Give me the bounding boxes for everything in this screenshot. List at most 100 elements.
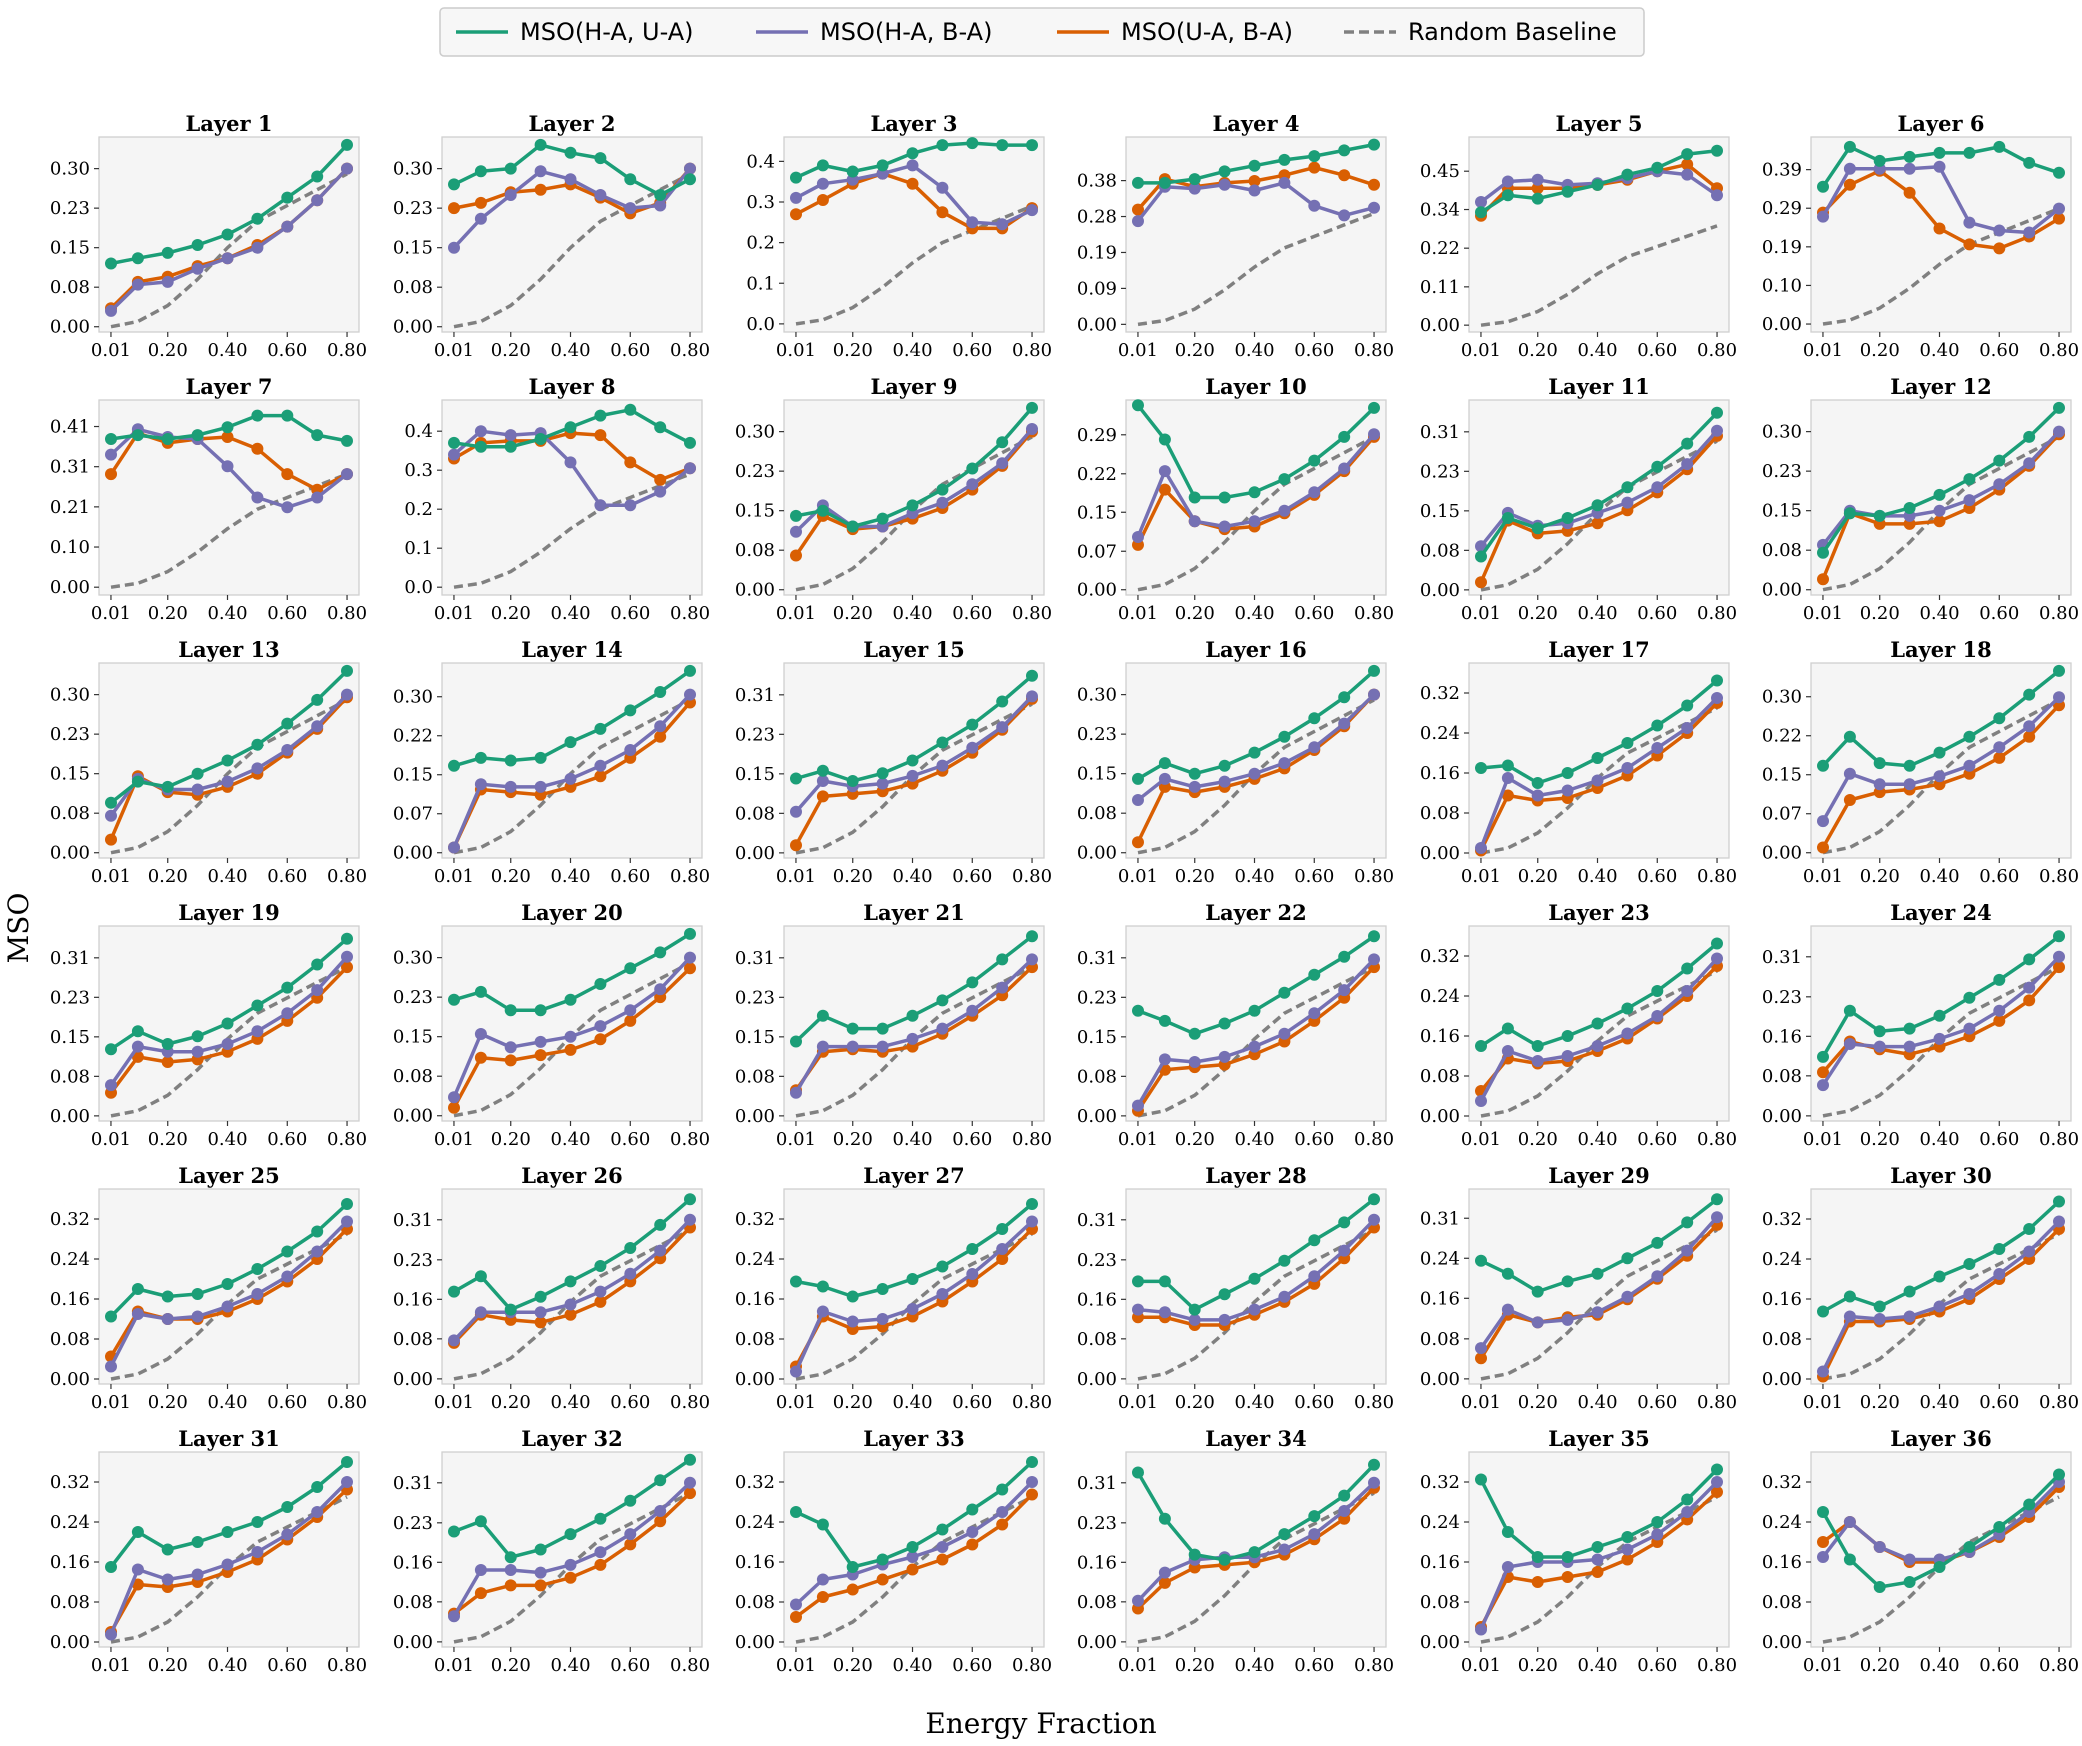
point-ha-ba: [281, 1007, 294, 1020]
point-ha-ba: [1278, 1543, 1291, 1556]
x-tick-label: 0.80: [327, 866, 367, 887]
point-ha-ba: [1475, 196, 1487, 208]
point-ha-ua: [191, 1288, 204, 1300]
y-tick-label: 0.24: [1762, 1512, 1802, 1533]
panel: Layer 35 0.00 0.08 0.16 0.24 0.32 0.01 0.20 0.40…: [1420, 1426, 1737, 1676]
x-tick-label: 0.40: [1234, 1655, 1274, 1676]
point-ha-ba: [1591, 1040, 1604, 1052]
point-ha-ua: [1621, 1002, 1634, 1015]
point-ha-ba: [1621, 1290, 1634, 1303]
point-ha-ba: [2053, 202, 2065, 215]
point-ha-ua: [564, 421, 577, 434]
panel-title: Layer 6: [1898, 111, 1985, 136]
point-ha-ua: [624, 704, 637, 717]
y-tick-label: 0.00: [1077, 314, 1117, 335]
point-ha-ba: [1903, 1040, 1916, 1053]
point-ha-ba: [251, 1546, 264, 1558]
point-ha-ba: [1188, 780, 1201, 793]
point-ha-ua: [504, 440, 517, 453]
point-ha-ba: [1218, 1313, 1231, 1326]
point-ha-ba: [1681, 168, 1694, 181]
point-ha-ua: [876, 767, 889, 780]
x-tick-label: 0.80: [1354, 340, 1394, 361]
y-tick-label: 0.31: [393, 1210, 433, 1231]
y-tick-label: 0.00: [50, 577, 90, 598]
point-ha-ba: [1218, 1050, 1231, 1063]
x-tick-label: 0.60: [1979, 1655, 2019, 1676]
y-tick-label: 0.16: [735, 1289, 775, 1310]
point-ua-ba: [1132, 836, 1144, 849]
point-ha-ba: [1531, 1055, 1544, 1067]
panel: Layer 26 0.00 0.08 0.16 0.23 0.31 0.01 0.20 0.40…: [393, 1163, 710, 1413]
point-ha-ua: [1248, 159, 1261, 172]
y-tick-label: 0.00: [735, 1632, 775, 1653]
point-ha-ba: [790, 1086, 802, 1099]
y-tick-label: 0.08: [1077, 1066, 1117, 1087]
point-ha-ua: [105, 1310, 117, 1323]
y-tick-label: 0.08: [735, 1592, 775, 1613]
point-ha-ba: [684, 162, 696, 175]
x-tick-label: 0.80: [327, 1655, 367, 1676]
y-tick-label: 0.31: [1077, 948, 1117, 969]
point-ha-ua: [534, 1543, 547, 1556]
point-ha-ua: [1531, 522, 1544, 535]
point-ha-ua: [341, 664, 353, 677]
point-ha-ba: [448, 841, 460, 854]
point-ha-ba: [1158, 1306, 1171, 1319]
panel: Layer 28 0.00 0.08 0.16 0.23 0.31 0.01 0.20 0.40…: [1077, 1163, 1394, 1413]
point-ha-ua: [1591, 1017, 1604, 1030]
y-tick-label: 0.00: [1077, 843, 1117, 864]
point-ha-ba: [594, 759, 607, 772]
legend-frame: [439, 7, 1645, 57]
point-ha-ba: [2023, 457, 2036, 470]
point-ha-ua: [1278, 1528, 1291, 1541]
panel-title: Layer 22: [1205, 900, 1307, 925]
x-tick-label: 0.60: [952, 866, 992, 887]
x-tick-label: 0.80: [1012, 1392, 1052, 1413]
y-tick-label: 0.08: [50, 803, 90, 824]
point-ha-ua: [564, 1528, 577, 1541]
x-tick-label: 0.40: [892, 866, 932, 887]
point-ha-ua: [906, 1009, 919, 1022]
point-ha-ba: [311, 720, 324, 733]
x-tick-label: 0.60: [1979, 340, 2019, 361]
point-ha-ba: [996, 1243, 1009, 1255]
panel: Layer 19 0.00 0.08 0.15 0.23 0.31 0.01 0.20 0.40…: [50, 900, 367, 1150]
x-tick-label: 0.20: [833, 603, 873, 624]
y-tick-label: 0.08: [1420, 1066, 1460, 1087]
legend-label: MSO(U-A, B-A): [1121, 18, 1293, 46]
point-ha-ua: [1308, 150, 1321, 163]
y-tick-label: 0.23: [50, 724, 90, 745]
panel: Layer 13 0.00 0.08 0.15 0.23 0.30 0.01 0.20 0.40…: [50, 637, 367, 887]
point-ha-ua: [251, 738, 264, 751]
point-ha-ba: [1026, 953, 1038, 966]
point-ha-ua: [251, 212, 264, 225]
point-ha-ua: [1501, 759, 1514, 772]
point-ha-ua: [1903, 759, 1916, 772]
panel: Layer 29 0.00 0.08 0.16 0.24 0.31 0.01 0.20 0.40…: [1420, 1163, 1737, 1413]
point-ha-ba: [1591, 1306, 1604, 1319]
point-ha-ua: [311, 1225, 324, 1238]
baseline-line: [1822, 206, 2060, 326]
point-ha-ba: [474, 778, 487, 791]
point-ha-ua: [1248, 1546, 1261, 1559]
y-tick-label: 0.07: [1077, 541, 1117, 562]
point-ha-ba: [996, 721, 1009, 734]
x-tick-label: 0.80: [1012, 866, 1052, 887]
y-tick-label: 0.00: [1420, 1106, 1460, 1127]
panel: Layer 4 0.00 0.09 0.19 0.28 0.38 0.01 0.20 0.40 0…: [1077, 111, 1394, 361]
point-ha-ba: [131, 1563, 144, 1576]
point-ha-ba: [564, 1030, 577, 1043]
x-tick-label: 0.40: [892, 340, 932, 361]
point-ha-ba: [1843, 1038, 1856, 1050]
point-ha-ua: [790, 772, 802, 785]
point-ha-ba: [1188, 515, 1201, 528]
point-ha-ba: [790, 1598, 802, 1611]
point-ha-ba: [1561, 1313, 1574, 1326]
point-ua-ba: [936, 206, 949, 219]
point-ha-ua: [251, 409, 264, 422]
x-tick-label: 0.60: [267, 1129, 307, 1150]
panel: Layer 7 0.00 0.10 0.21 0.31 0.41 0.01 0.20 0.40 0…: [50, 374, 367, 624]
point-ua-ba: [251, 442, 264, 455]
point-ha-ua: [534, 1290, 547, 1303]
